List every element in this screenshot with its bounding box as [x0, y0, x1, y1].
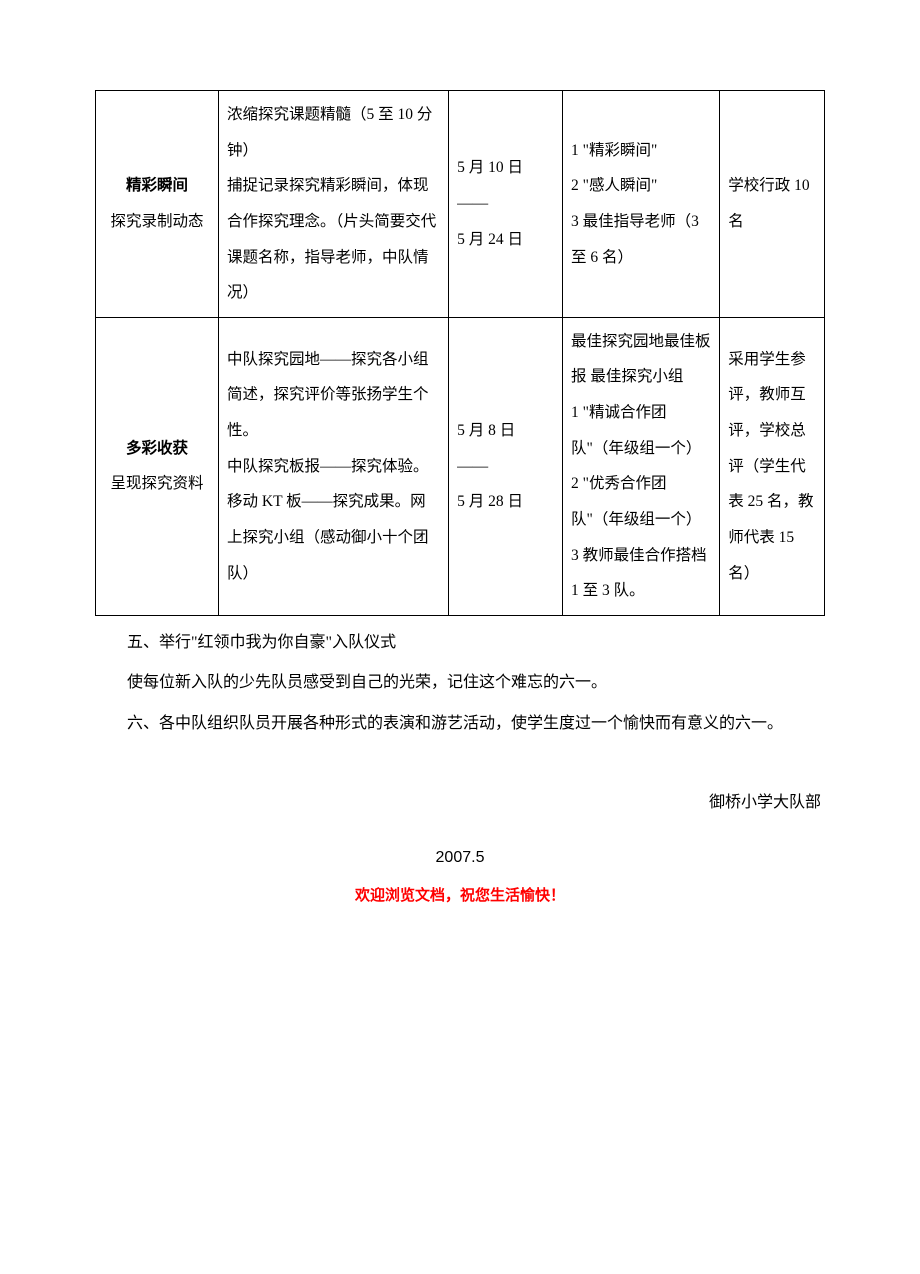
- section-5-heading: 五、举行"红领巾我为你自豪"入队仪式: [95, 624, 825, 662]
- table-row: 精彩瞬间 探究录制动态 浓缩探究课题精髓（5 至 10 分钟）捕捉记录探究精彩瞬…: [96, 91, 825, 318]
- document-date: 2007.5: [95, 840, 825, 875]
- date-end: 5 月 28 日: [457, 493, 523, 510]
- activity-subtitle: 探究录制动态: [111, 213, 204, 230]
- section-6: 六、各中队组织队员开展各种形式的表演和游艺活动，使学生度过一个愉快而有意义的六一…: [95, 705, 825, 743]
- cell-evaluators: 学校行政 10 名: [720, 91, 825, 318]
- signature-line: 御桥小学大队部: [95, 785, 821, 820]
- activity-title-bold: 精彩瞬间: [126, 177, 188, 194]
- cell-dates: 5 月 8 日 —— 5 月 28 日: [449, 317, 563, 615]
- activity-subtitle: 呈现探究资料: [111, 475, 204, 492]
- date-end: 5 月 24 日: [457, 231, 523, 248]
- date-start: 5 月 10 日: [457, 159, 523, 176]
- table-row: 多彩收获 呈现探究资料 中队探究园地——探究各小组简述，探究评价等张扬学生个性。…: [96, 317, 825, 615]
- cell-dates: 5 月 10 日 —— 5 月 24 日: [449, 91, 563, 318]
- cell-description: 中队探究园地——探究各小组简述，探究评价等张扬学生个性。中队探究板报——探究体验…: [219, 317, 449, 615]
- section-5-body: 使每位新入队的少先队员感受到自己的光荣，记住这个难忘的六一。: [95, 664, 825, 702]
- footer-greeting: 欢迎浏览文档，祝您生活愉快！: [95, 880, 825, 913]
- activity-title-bold: 多彩收获: [126, 440, 188, 457]
- activity-table: 精彩瞬间 探究录制动态 浓缩探究课题精髓（5 至 10 分钟）捕捉记录探究精彩瞬…: [95, 90, 825, 616]
- cell-activity-name: 精彩瞬间 探究录制动态: [96, 91, 219, 318]
- date-separator: ——: [457, 449, 554, 485]
- cell-description: 浓缩探究课题精髓（5 至 10 分钟）捕捉记录探究精彩瞬间，体现合作探究理念。（…: [219, 91, 449, 318]
- body-paragraphs: 五、举行"红领巾我为你自豪"入队仪式 使每位新入队的少先队员感受到自己的光荣，记…: [95, 624, 825, 743]
- cell-activity-name: 多彩收获 呈现探究资料: [96, 317, 219, 615]
- cell-awards: 最佳探究园地最佳板报 最佳探究小组1 "精诚合作团队"（年级组一个）2 "优秀合…: [563, 317, 720, 615]
- cell-evaluators: 采用学生参评，教师互评，学校总评（学生代表 25 名，教师代表 15 名）: [720, 317, 825, 615]
- cell-awards: 1 "精彩瞬间"2 "感人瞬间"3 最佳指导老师（3 至 6 名）: [563, 91, 720, 318]
- date-start: 5 月 8 日: [457, 422, 515, 439]
- date-separator: ——: [457, 186, 554, 222]
